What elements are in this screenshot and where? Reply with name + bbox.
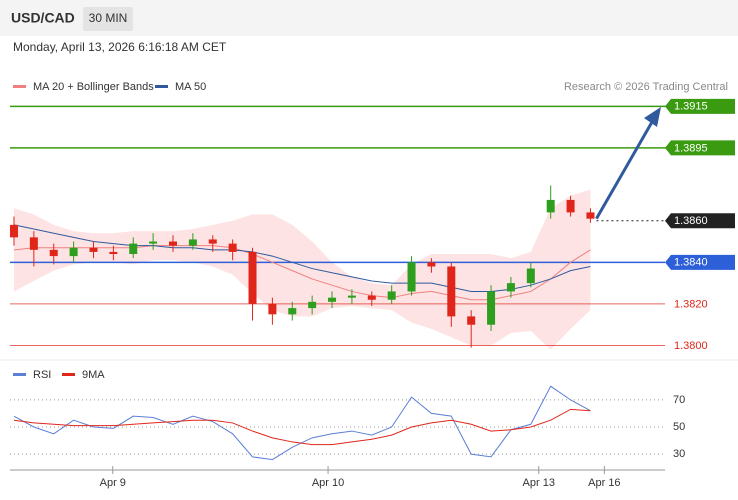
candle-body — [188, 239, 197, 246]
level-label: 1.3915 — [674, 101, 708, 113]
candle-body — [546, 199, 555, 213]
legend-swatch — [62, 373, 75, 376]
level-label: 1.3840 — [674, 257, 708, 269]
credit: Research © 2026 Trading Central — [564, 81, 728, 93]
timeframe[interactable]: 30 MIN — [89, 11, 128, 25]
x-tick-label: Apr 9 — [100, 477, 126, 489]
candle-body — [288, 308, 297, 315]
candle-body — [347, 295, 356, 298]
x-tick-label: Apr 16 — [588, 477, 620, 489]
candle-body — [89, 247, 98, 252]
candle-body — [308, 301, 317, 309]
level-label: 1.3860 — [674, 215, 708, 227]
y-tick-label: 30 — [673, 448, 685, 460]
rsi-line — [13, 385, 591, 461]
level-tag — [665, 254, 735, 270]
candle-body — [268, 303, 277, 315]
legend-label: MA 20 + Bollinger Bands — [33, 81, 154, 93]
arrow-head — [644, 107, 661, 127]
candle-body — [129, 243, 138, 254]
symbol: USD/CAD — [11, 10, 75, 26]
legend-label: RSI — [33, 369, 51, 381]
ma50-line — [13, 224, 591, 292]
legend-swatch — [155, 85, 168, 88]
candle-body — [407, 262, 416, 292]
y-tick-label: 70 — [673, 394, 685, 406]
candle-body — [248, 251, 257, 304]
candle-body — [387, 291, 396, 300]
candle-body — [467, 316, 476, 325]
level-label: 1.3820 — [674, 298, 708, 310]
legend-swatch — [13, 373, 26, 376]
y-tick-label: 50 — [673, 421, 685, 433]
legend-label: 9MA — [82, 369, 105, 381]
legend-label: MA 50 — [175, 81, 206, 93]
legend-swatch — [13, 85, 26, 88]
candle-body — [29, 237, 38, 250]
candle-body — [586, 212, 595, 219]
rsi-line — [13, 408, 591, 446]
level-tag — [665, 98, 735, 114]
level-label: 1.3895 — [674, 142, 708, 154]
candle-body — [526, 268, 535, 284]
level-tag — [665, 140, 735, 156]
candle-body — [487, 291, 496, 325]
candle-body — [109, 251, 118, 254]
level-label: 1.3800 — [674, 340, 708, 352]
candle-body — [328, 297, 337, 302]
x-tick-label: Apr 10 — [312, 477, 344, 489]
candle-body — [9, 224, 18, 238]
candle-body — [566, 199, 575, 213]
candle-body — [149, 241, 158, 244]
candle-body — [506, 283, 515, 292]
timeframe-button[interactable] — [83, 7, 133, 31]
candle-body — [49, 249, 58, 257]
bollinger-band — [13, 189, 591, 350]
candle-body — [169, 241, 178, 246]
projection-arrow — [595, 121, 654, 220]
candle-body — [427, 262, 436, 267]
datetime: Monday, April 13, 2026 6:16:18 AM CET — [13, 40, 227, 54]
candle-body — [447, 266, 456, 317]
x-tick-label: Apr 13 — [523, 477, 555, 489]
candle-body — [208, 239, 217, 244]
candle-body — [367, 295, 376, 300]
candle-body — [69, 247, 78, 257]
level-tag — [665, 213, 735, 229]
candle-body — [228, 243, 237, 252]
